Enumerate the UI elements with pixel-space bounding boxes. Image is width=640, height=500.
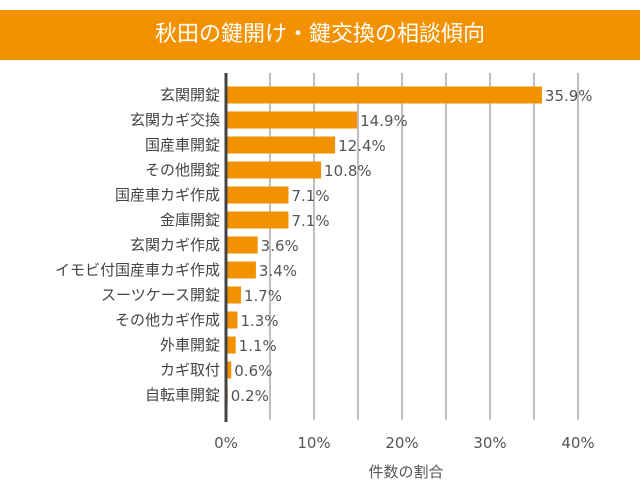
data-label: 12.4% [338,137,386,155]
data-label: 14.9% [360,112,408,130]
data-label: 7.1% [291,187,329,205]
x-tick-label: 40% [561,434,594,452]
category-label: 外車開錠 [160,336,220,354]
bar [226,161,322,179]
bar [226,286,241,304]
data-label: 10.8% [324,162,372,180]
data-label: 1.3% [240,312,278,330]
category-label: カギ取付 [160,361,220,379]
category-label: 玄関開錠 [160,86,220,104]
bar [226,136,336,154]
bar [226,236,258,254]
x-tick-label: 0% [214,434,238,452]
category-label: その他開錠 [145,161,220,179]
data-label: 3.6% [261,237,299,255]
data-label: 7.1% [291,212,329,230]
x-tick-label: 30% [473,434,506,452]
bar [226,311,238,329]
data-label: 0.2% [231,387,269,405]
category-label: 国産車開錠 [145,136,220,154]
bar [226,211,289,229]
data-label: 3.4% [259,262,297,280]
x-tick-label: 10% [297,434,330,452]
data-label: 1.1% [239,337,277,355]
bar [226,261,256,279]
category-label: 国産車カギ作成 [115,186,220,204]
category-label: 玄関カギ作成 [130,236,220,254]
x-axis-label: 件数の割合 [368,463,443,481]
category-label: イモビ付国産車カギ作成 [55,261,220,279]
bar [226,336,236,354]
category-label: スーツケース開錠 [101,286,220,304]
x-tick-label: 20% [385,434,418,452]
data-label: 1.7% [244,287,282,305]
category-label: 玄関カギ交換 [130,111,220,129]
data-label: 0.6% [234,362,272,380]
bar [226,186,289,204]
bar [226,86,542,104]
bar [226,111,358,129]
category-label: その他カギ作成 [115,311,220,329]
bar [226,361,232,379]
chart-title: 秋田の鍵開け・鍵交換の相談傾向 [0,10,640,60]
category-label: 金庫開錠 [160,211,220,229]
category-label: 自転車開錠 [145,386,220,404]
data-label: 35.9% [545,87,593,105]
